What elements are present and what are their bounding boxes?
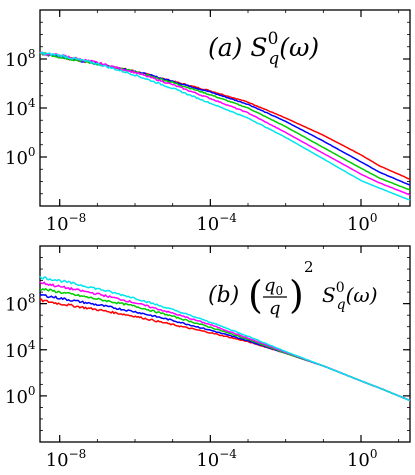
panel-b-frac-exp: 2 [304, 258, 314, 276]
panel-b-tick-labels: 10−8 10−4 100 100 104 108 [5, 292, 378, 471]
y-tick-label: 108 [5, 292, 36, 316]
x-tick-label: 10−4 [196, 447, 237, 471]
panel-b-label: (b) ( q0 q ) 2 S0 q(ω) [208, 258, 378, 319]
panel-a-label: (a) S0 q(ω) [208, 29, 319, 69]
panel-b-ticks [40, 245, 410, 443]
y-tick-label: 104 [5, 96, 36, 120]
panel-b-series [39, 275, 411, 402]
series-line-1 [39, 52, 411, 181]
y-tick-label: 104 [5, 338, 36, 362]
panel-a-ticks [40, 9, 410, 207]
panel-a-series [39, 51, 411, 201]
y-tick-label: 100 [5, 145, 36, 169]
panel-b-paren-right: ) [289, 273, 304, 317]
panel-b-s-term: S0 q(ω) [322, 280, 378, 313]
panel-b-label-letter: (b) [208, 283, 239, 308]
x-tick-label: 10−4 [196, 211, 237, 235]
panel-b-frac-num: q0 [264, 275, 283, 298]
y-tick-label: 100 [5, 384, 36, 408]
panel-a-tick-labels: 10−8 10−4 100 100 104 108 [5, 47, 378, 235]
series-line-5 [39, 275, 411, 402]
panel-b-paren-left: ( [248, 273, 263, 317]
x-tick-label: 100 [347, 447, 378, 471]
series-line-1 [39, 298, 411, 402]
panel-b: 10−8 10−4 100 100 104 108 (b) ( q0 q ) 2 S0 q(… [5, 245, 411, 471]
series-line-5 [39, 51, 411, 201]
panel-b-frame [39, 245, 411, 443]
panel-a: 10−8 10−4 100 100 104 108 (a) S0 q(ω) [5, 9, 411, 235]
panel-b-frac-den: q [269, 298, 281, 319]
y-tick-label: 108 [5, 47, 36, 71]
x-tick-label: 100 [347, 211, 378, 235]
series-line-4 [39, 51, 411, 196]
series-line-3 [39, 51, 411, 191]
x-tick-label: 10−8 [46, 211, 87, 235]
x-tick-label: 10−8 [46, 447, 87, 471]
